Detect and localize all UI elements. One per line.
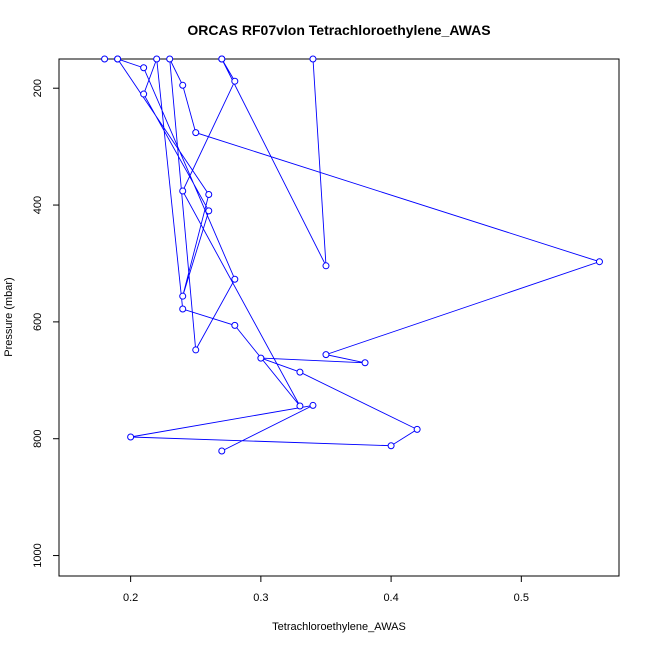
- data-point: [101, 55, 109, 63]
- data-point: [179, 81, 187, 89]
- data-point: [322, 351, 330, 359]
- data-point: [114, 55, 122, 63]
- data-point: [153, 55, 161, 63]
- chart-title: ORCAS RF07vlon Tetrachloroethylene_AWAS: [187, 22, 490, 38]
- data-point: [322, 262, 330, 270]
- y-tick-label: 400: [32, 196, 44, 214]
- data-point: [218, 55, 226, 63]
- data-point: [387, 442, 395, 450]
- data-point: [205, 191, 213, 199]
- x-tick-label: 0.2: [123, 592, 138, 604]
- x-tick-label: 0.4: [383, 592, 398, 604]
- data-point: [166, 55, 174, 63]
- data-point: [231, 77, 239, 85]
- plot-frame: [58, 58, 620, 577]
- data-point: [192, 346, 200, 354]
- y-axis-label: Pressure (mbar): [3, 277, 15, 356]
- data-point: [257, 354, 265, 362]
- y-tick-label: 1000: [32, 543, 44, 567]
- data-point: [179, 305, 187, 313]
- series-line: [116, 58, 601, 452]
- data-point: [413, 425, 421, 433]
- x-axis: 0.2 0.3 0.4 0.5: [123, 576, 529, 604]
- data-point: [179, 187, 187, 195]
- x-tick-label: 0.5: [514, 592, 529, 604]
- data-point: [192, 129, 200, 137]
- data-point: [231, 321, 239, 329]
- data-point: [127, 433, 135, 441]
- data-point: [595, 258, 603, 266]
- data-point: [309, 55, 317, 63]
- y-axis: 200 400 600 800 1000: [32, 79, 59, 568]
- x-tick-label: 0.3: [253, 592, 268, 604]
- plot-area: [58, 58, 620, 577]
- data-point: [140, 90, 148, 98]
- y-tick-label: 600: [32, 313, 44, 331]
- y-tick-label: 800: [32, 430, 44, 448]
- data-point: [218, 447, 226, 455]
- x-axis-label: Tetrachloroethylene_AWAS: [272, 621, 406, 633]
- data-point: [296, 368, 304, 376]
- data-point: [231, 275, 239, 283]
- y-tick-label: 200: [32, 79, 44, 97]
- data-point: [309, 401, 317, 409]
- data-point: [361, 359, 369, 367]
- data-point: [179, 292, 187, 300]
- data-point: [205, 207, 213, 215]
- data-point: [140, 64, 148, 72]
- series-layer: [101, 55, 603, 455]
- data-point: [296, 402, 304, 410]
